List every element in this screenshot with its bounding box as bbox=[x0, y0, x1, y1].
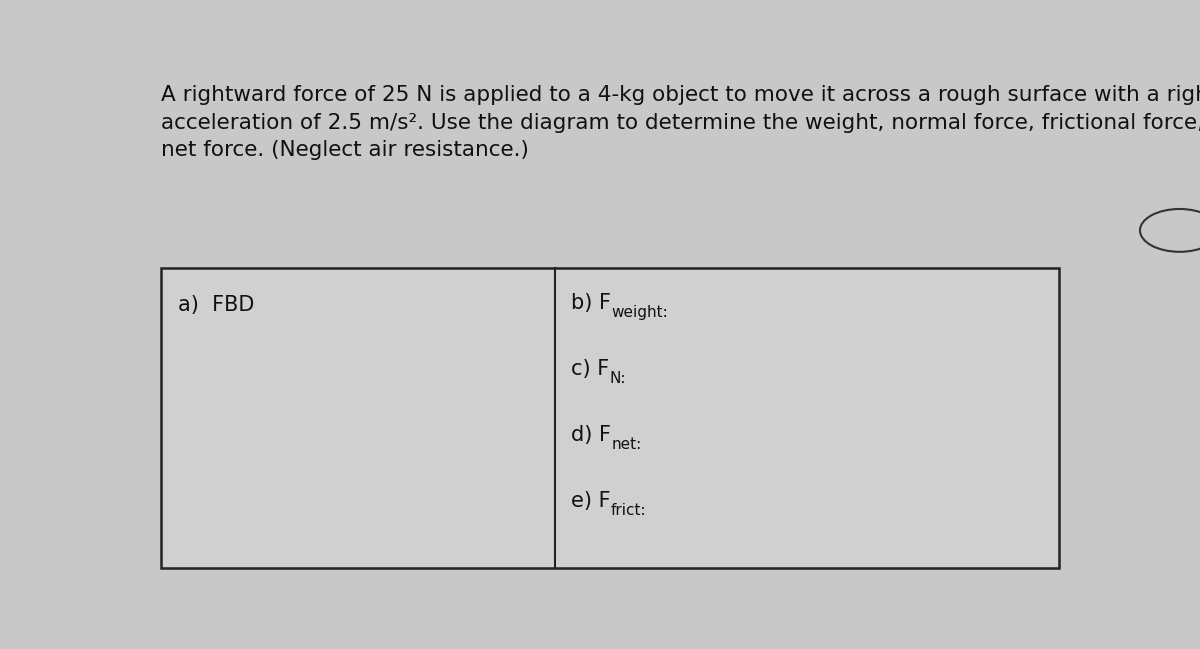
Text: A rightward force of 25 N is applied to a 4-kg object to move it across a rough : A rightward force of 25 N is applied to … bbox=[161, 86, 1200, 160]
Text: a)  FBD: a) FBD bbox=[178, 295, 254, 315]
Text: c) F: c) F bbox=[571, 359, 610, 379]
Text: d) F: d) F bbox=[571, 424, 611, 445]
Text: N:: N: bbox=[610, 371, 626, 386]
Text: net:: net: bbox=[611, 437, 642, 452]
Text: b) F: b) F bbox=[571, 293, 611, 313]
Text: frict:: frict: bbox=[611, 503, 647, 518]
Bar bbox=[161, 268, 1058, 568]
Text: weight:: weight: bbox=[611, 305, 668, 320]
Text: e) F: e) F bbox=[571, 491, 611, 511]
